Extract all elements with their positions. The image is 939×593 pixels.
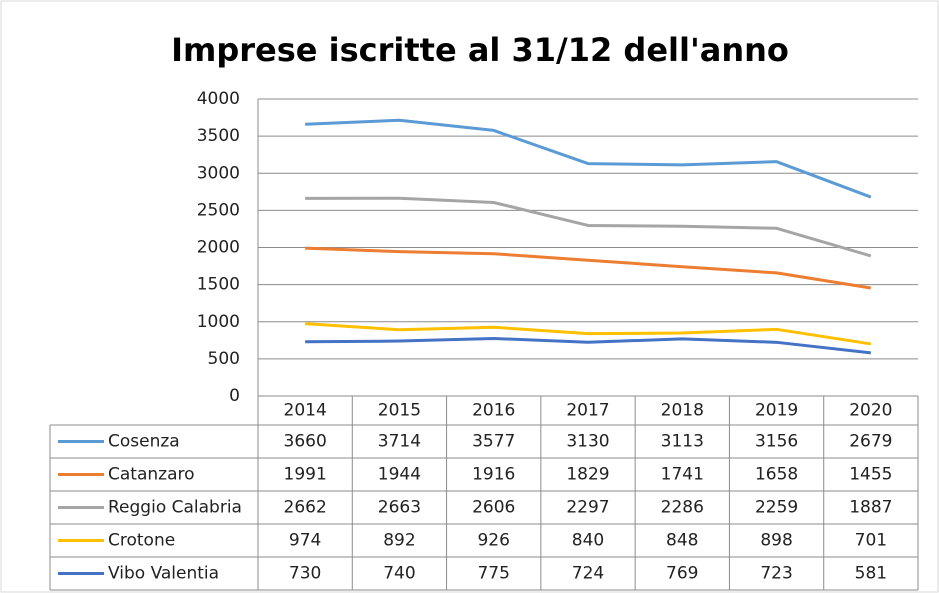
series-line	[305, 322, 872, 346]
table-value: 1829	[566, 465, 609, 485]
series-line	[305, 336, 872, 355]
table-value: 3130	[566, 432, 609, 452]
y-tick-label: 0	[229, 386, 240, 406]
y-tick-label: 1000	[197, 312, 240, 332]
x-tick-label: 2014	[284, 401, 327, 421]
table-value: 926	[477, 531, 509, 551]
legend-label: Catanzaro	[108, 465, 195, 485]
table-value: 2286	[661, 498, 704, 518]
table-value: 1944	[378, 465, 421, 485]
y-tick-label: 3000	[197, 163, 240, 183]
series-line	[305, 118, 872, 199]
x-tick-label: 2016	[472, 401, 515, 421]
table-value: 2663	[378, 498, 421, 518]
table-value: 730	[289, 564, 321, 584]
y-tick-label: 4000	[197, 89, 240, 109]
table-value: 848	[666, 531, 698, 551]
y-tick-label: 2000	[197, 238, 240, 258]
x-tick-label: 2017	[566, 401, 609, 421]
y-tick-label: 500	[208, 349, 240, 369]
y-tick-label: 2500	[197, 200, 240, 220]
table-value: 2679	[849, 432, 892, 452]
series-line	[305, 246, 872, 290]
x-tick-label: 2020	[849, 401, 892, 421]
x-tick-label: 2015	[378, 401, 421, 421]
legend-label: Reggio Calabria	[108, 498, 242, 518]
table-value: 724	[572, 564, 604, 584]
y-tick-label: 1500	[197, 275, 240, 295]
table-value: 701	[855, 531, 887, 551]
table-value: 1916	[472, 465, 515, 485]
table-value: 1741	[661, 465, 704, 485]
table-value: 898	[760, 531, 792, 551]
chart-title: Imprese iscritte al 31/12 dell'anno	[171, 31, 789, 69]
table-value: 974	[289, 531, 321, 551]
x-tick-label: 2018	[661, 401, 704, 421]
x-tick-label: 2019	[755, 401, 798, 421]
series-line	[305, 196, 872, 258]
table-value: 2606	[472, 498, 515, 518]
legend-label: Crotone	[108, 531, 175, 551]
table-value: 740	[383, 564, 415, 584]
table-value: 1991	[284, 465, 327, 485]
table-value: 1887	[849, 498, 892, 518]
table-value: 840	[572, 531, 604, 551]
table-value: 3113	[661, 432, 704, 452]
table-value: 2662	[284, 498, 327, 518]
table-value: 3714	[378, 432, 421, 452]
table-value: 2259	[755, 498, 798, 518]
y-tick-label: 3500	[197, 126, 240, 146]
table-value: 1658	[755, 465, 798, 485]
table-value: 3660	[284, 432, 327, 452]
table-value: 2297	[566, 498, 609, 518]
table-value: 3577	[472, 432, 515, 452]
table-value: 892	[383, 531, 415, 551]
table-value: 769	[666, 564, 698, 584]
table-value: 1455	[849, 465, 892, 485]
legend-label: Vibo Valentia	[108, 564, 219, 584]
table-value: 581	[855, 564, 887, 584]
table-value: 775	[477, 564, 509, 584]
table-value: 3156	[755, 432, 798, 452]
table-value: 723	[760, 564, 792, 584]
legend-label: Cosenza	[108, 432, 180, 452]
